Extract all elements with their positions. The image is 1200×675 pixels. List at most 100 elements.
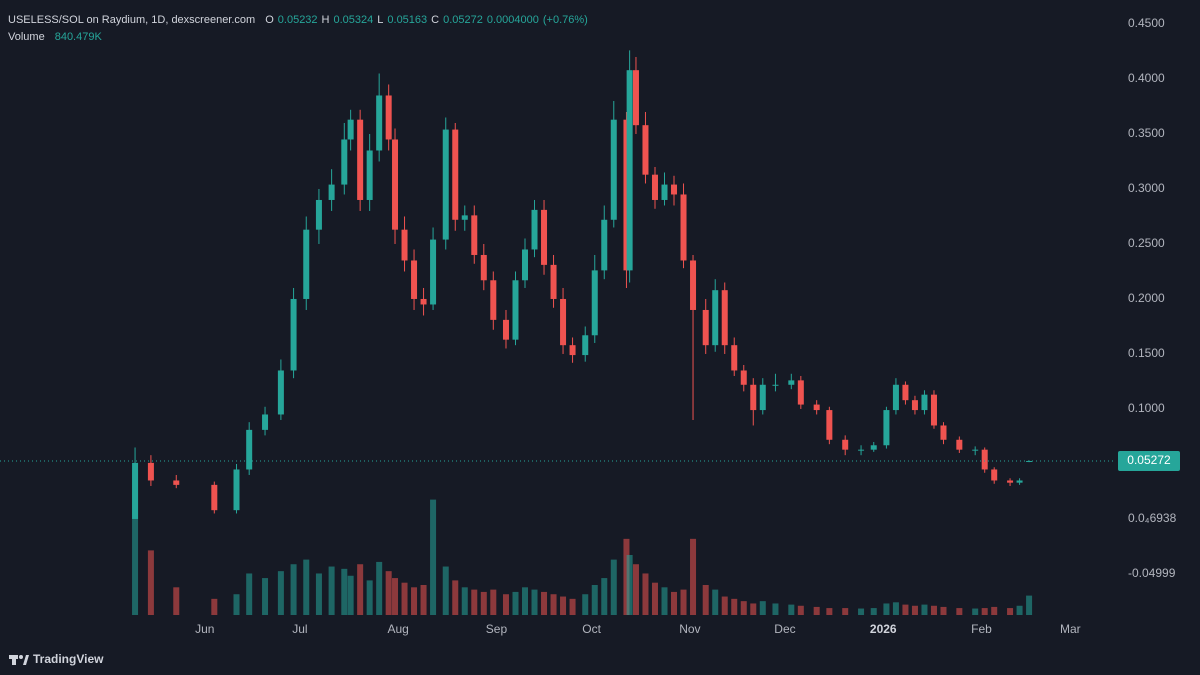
- volume-bar: [740, 601, 747, 615]
- volume-bar: [262, 578, 269, 615]
- volume-bar: [541, 591, 548, 615]
- candle-body: [981, 449, 988, 470]
- volume-bar: [471, 589, 478, 615]
- volume-bar: [347, 575, 354, 615]
- candle-body: [490, 280, 497, 320]
- volume-bar: [233, 594, 240, 615]
- volume-bar: [147, 550, 154, 615]
- volume-bar: [690, 538, 697, 615]
- footer-bar: [0, 643, 1200, 675]
- volume-bar: [290, 564, 297, 615]
- high-value: 0.05324: [333, 14, 374, 26]
- candle-body: [1007, 480, 1014, 483]
- symbol-title: USELESS/SOL on Raydium, 1D, dexscreener.…: [8, 14, 256, 26]
- volume-bar: [797, 605, 804, 615]
- volume-bar: [366, 580, 373, 615]
- volume-bar: [502, 594, 509, 615]
- volume-bar: [956, 608, 963, 615]
- candle-body: [591, 270, 598, 336]
- y-tick-label: 0.2000: [1128, 291, 1165, 305]
- x-tick-label: Nov: [679, 622, 700, 636]
- volume-bar: [680, 589, 687, 615]
- candle-body: [642, 125, 649, 175]
- candle-body: [902, 384, 909, 401]
- volume-bar: [522, 587, 529, 615]
- volume-bar: [411, 587, 418, 615]
- candle-body: [512, 280, 519, 340]
- volume-bar: [972, 608, 979, 615]
- candle-body: [930, 394, 937, 426]
- candle-body: [211, 484, 218, 511]
- volume-bar: [420, 585, 427, 615]
- candle-body: [759, 384, 766, 411]
- volume-bar: [357, 564, 364, 615]
- volume-bar: [315, 573, 322, 615]
- volume-bar: [430, 499, 437, 615]
- legend-row: USELESS/SOL on Raydium, 1D, dexscreener.…: [8, 14, 588, 26]
- volume-bar: [610, 559, 617, 615]
- candle-body: [972, 449, 979, 451]
- candle-body: [610, 119, 617, 220]
- candle-body: [315, 199, 322, 230]
- candle-body: [883, 410, 890, 446]
- volume-bar: [750, 603, 757, 615]
- volume-bar: [883, 603, 890, 615]
- candle-body: [357, 119, 364, 200]
- candle-body: [430, 239, 437, 305]
- x-tick-label: Jun: [195, 622, 214, 636]
- y-tick-label: 0.1500: [1128, 346, 1165, 360]
- volume-bar: [930, 605, 937, 615]
- candle-body: [147, 462, 154, 481]
- volume-bar: [132, 469, 139, 615]
- volume-bar: [442, 566, 449, 615]
- candle-body: [132, 462, 139, 519]
- volume-bar: [870, 608, 877, 615]
- x-tick-label: Feb: [971, 622, 992, 636]
- volume-bar: [480, 591, 487, 615]
- y-tick-label: 0.4500: [1128, 16, 1165, 30]
- volume-bar: [858, 608, 865, 615]
- x-tick-label: Aug: [388, 622, 409, 636]
- volume-bar: [671, 591, 678, 615]
- volume-bar: [376, 561, 383, 615]
- candle-body: [582, 335, 589, 356]
- volume-bar: [813, 606, 820, 615]
- candle-body: [1026, 460, 1033, 462]
- volume-bar: [626, 555, 633, 615]
- volume-bar: [661, 587, 668, 615]
- volume-bar: [642, 573, 649, 615]
- y-tick-label: 0.1000: [1128, 401, 1165, 415]
- open-value: 0.05232: [277, 14, 318, 26]
- volume-bar: [550, 594, 557, 615]
- volume-bar: [623, 538, 630, 615]
- y-tick-label: 0.3000: [1128, 181, 1165, 195]
- volume-bar: [1016, 605, 1023, 615]
- last-price-label: 0.05272: [1127, 453, 1171, 467]
- candle-body: [262, 414, 269, 430]
- volume-bar: [560, 596, 567, 615]
- brand-name: TradingView: [33, 652, 104, 666]
- candle-body: [956, 439, 963, 450]
- low-label: L: [377, 14, 384, 26]
- volume-bar: [772, 603, 779, 615]
- volume-bar: [452, 580, 459, 615]
- candle-body: [1016, 480, 1023, 483]
- x-tick-label: Oct: [582, 622, 601, 636]
- candle-body: [740, 370, 747, 385]
- candle-body: [826, 410, 833, 440]
- candle-body: [376, 95, 383, 151]
- volume-bar: [303, 559, 310, 615]
- candle-body: [303, 229, 310, 299]
- candle-body: [750, 384, 757, 411]
- candle-body: [246, 429, 253, 470]
- x-tick-label: Jul: [292, 622, 307, 636]
- volume-bar: [759, 601, 766, 615]
- candle-body: [680, 194, 687, 261]
- high-label: H: [321, 14, 330, 26]
- volume-bar: [512, 591, 519, 615]
- volume-bar: [401, 582, 408, 615]
- volume-bar: [902, 604, 909, 615]
- volume-bar: [721, 596, 728, 615]
- candle-body: [712, 290, 719, 346]
- volume-value: 840.479K: [54, 31, 102, 43]
